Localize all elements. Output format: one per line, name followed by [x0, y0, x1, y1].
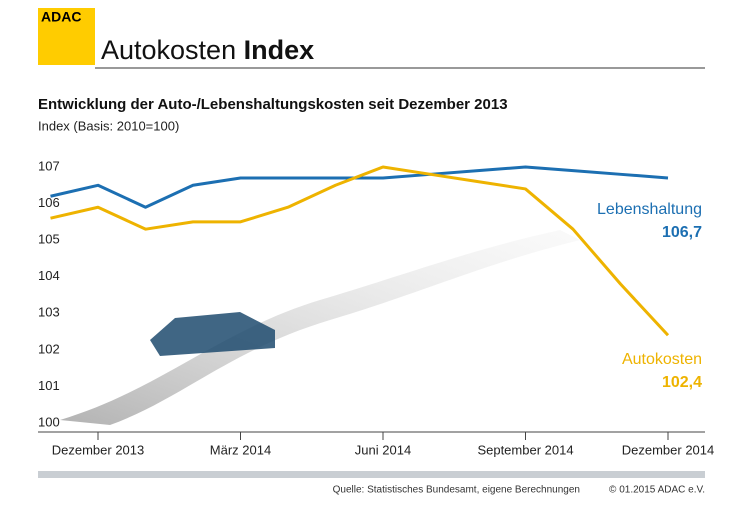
- series-label: Lebenshaltung: [597, 201, 702, 218]
- y-tick-label: 102: [38, 341, 60, 356]
- y-tick-label: 107: [38, 158, 60, 173]
- y-tick-label: 104: [38, 268, 60, 283]
- x-tick-label: September 2014: [477, 442, 573, 457]
- chart-subtitle: Index (Basis: 2010=100): [38, 118, 179, 133]
- road-illustration: [60, 230, 580, 425]
- series-line: [50, 165, 669, 209]
- x-tick-label: Juni 2014: [355, 442, 411, 457]
- chart-title: Entwicklung der Auto-/Lebenshaltungskost…: [38, 96, 508, 113]
- x-tick-label: Dezember 2013: [52, 442, 145, 457]
- x-tick-label: Dezember 2014: [622, 442, 715, 457]
- x-tick-label: März 2014: [210, 442, 271, 457]
- header-title-light: Autokosten: [101, 35, 236, 65]
- y-tick-label: 100: [38, 414, 60, 429]
- y-tick-label: 101: [38, 378, 60, 393]
- y-tick-label: 105: [38, 232, 60, 247]
- y-tick-label: 103: [38, 305, 60, 320]
- header-title: Autokosten Index: [101, 35, 314, 65]
- footer-bar: [38, 471, 705, 478]
- source: Quelle: Statistisches Bundesamt, eigene …: [333, 485, 580, 496]
- y-tick-label: 106: [38, 195, 60, 210]
- value-label: 106,7: [662, 224, 702, 241]
- header-title-bold: Index: [244, 35, 315, 65]
- car-illustration: [150, 312, 275, 356]
- copyright: © 01.2015 ADAC e.V.: [609, 485, 705, 496]
- logo-text: ADAC: [41, 9, 81, 25]
- logo-box: [38, 8, 95, 65]
- series-line: [50, 165, 670, 337]
- value-label: 102,4: [662, 374, 702, 391]
- series-label: Autokosten: [622, 351, 702, 368]
